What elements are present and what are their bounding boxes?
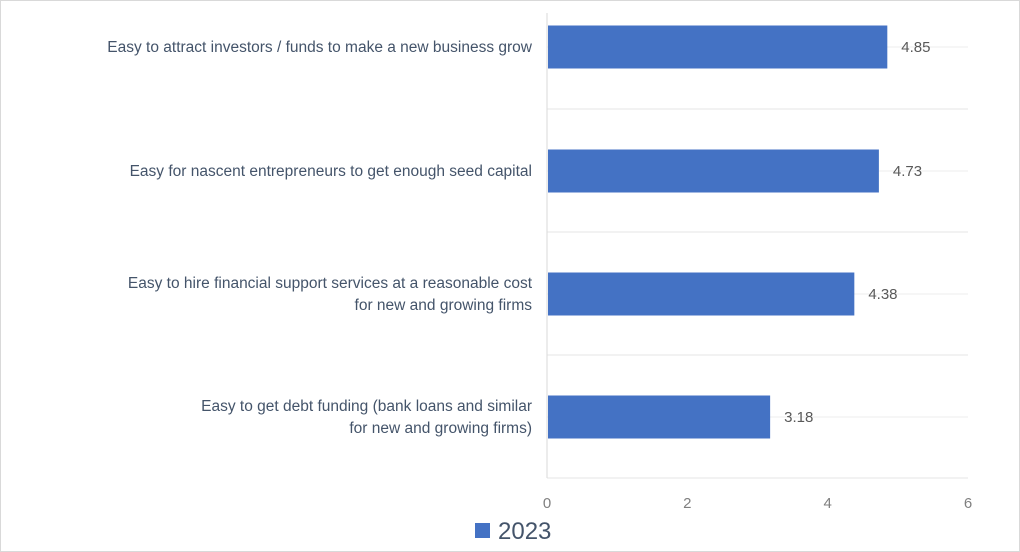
bar	[548, 25, 888, 69]
category-label: Easy to get debt funding (bank loans and…	[201, 398, 532, 437]
category-label: Easy to hire financial support services …	[128, 275, 533, 314]
bar	[548, 272, 855, 316]
x-tick-label: 2	[683, 495, 691, 512]
x-tick-label: 4	[823, 495, 831, 512]
x-axis-tick-labels: 0 2 4 6	[543, 495, 972, 512]
bar-series	[548, 25, 888, 439]
category-label-line: for new and growing firms	[355, 297, 533, 314]
x-tick-label: 0	[543, 495, 551, 512]
category-label-line: Easy to attract investors / funds to mak…	[107, 39, 533, 56]
bar	[548, 149, 879, 193]
legend: 2023	[475, 518, 551, 545]
data-label: 4.38	[868, 286, 897, 303]
legend-swatch	[475, 523, 490, 538]
category-label: Easy for nascent entrepreneurs to get en…	[130, 163, 532, 180]
value-labels: 4.85 4.73 4.38 3.18	[784, 39, 930, 426]
category-label-line: for new and growing firms)	[349, 420, 532, 437]
category-label-line: Easy to hire financial support services …	[128, 275, 533, 292]
category-label: Easy to attract investors / funds to mak…	[107, 39, 533, 56]
legend-label: 2023	[498, 518, 551, 545]
data-label: 4.73	[893, 163, 922, 180]
category-label-line: Easy for nascent entrepreneurs to get en…	[130, 163, 532, 180]
category-labels: Easy to attract investors / funds to mak…	[107, 39, 533, 437]
data-label: 4.85	[901, 39, 930, 56]
bar	[548, 395, 771, 439]
data-label: 3.18	[784, 409, 813, 426]
category-label-line: Easy to get debt funding (bank loans and…	[201, 398, 532, 415]
x-tick-label: 6	[964, 495, 972, 512]
